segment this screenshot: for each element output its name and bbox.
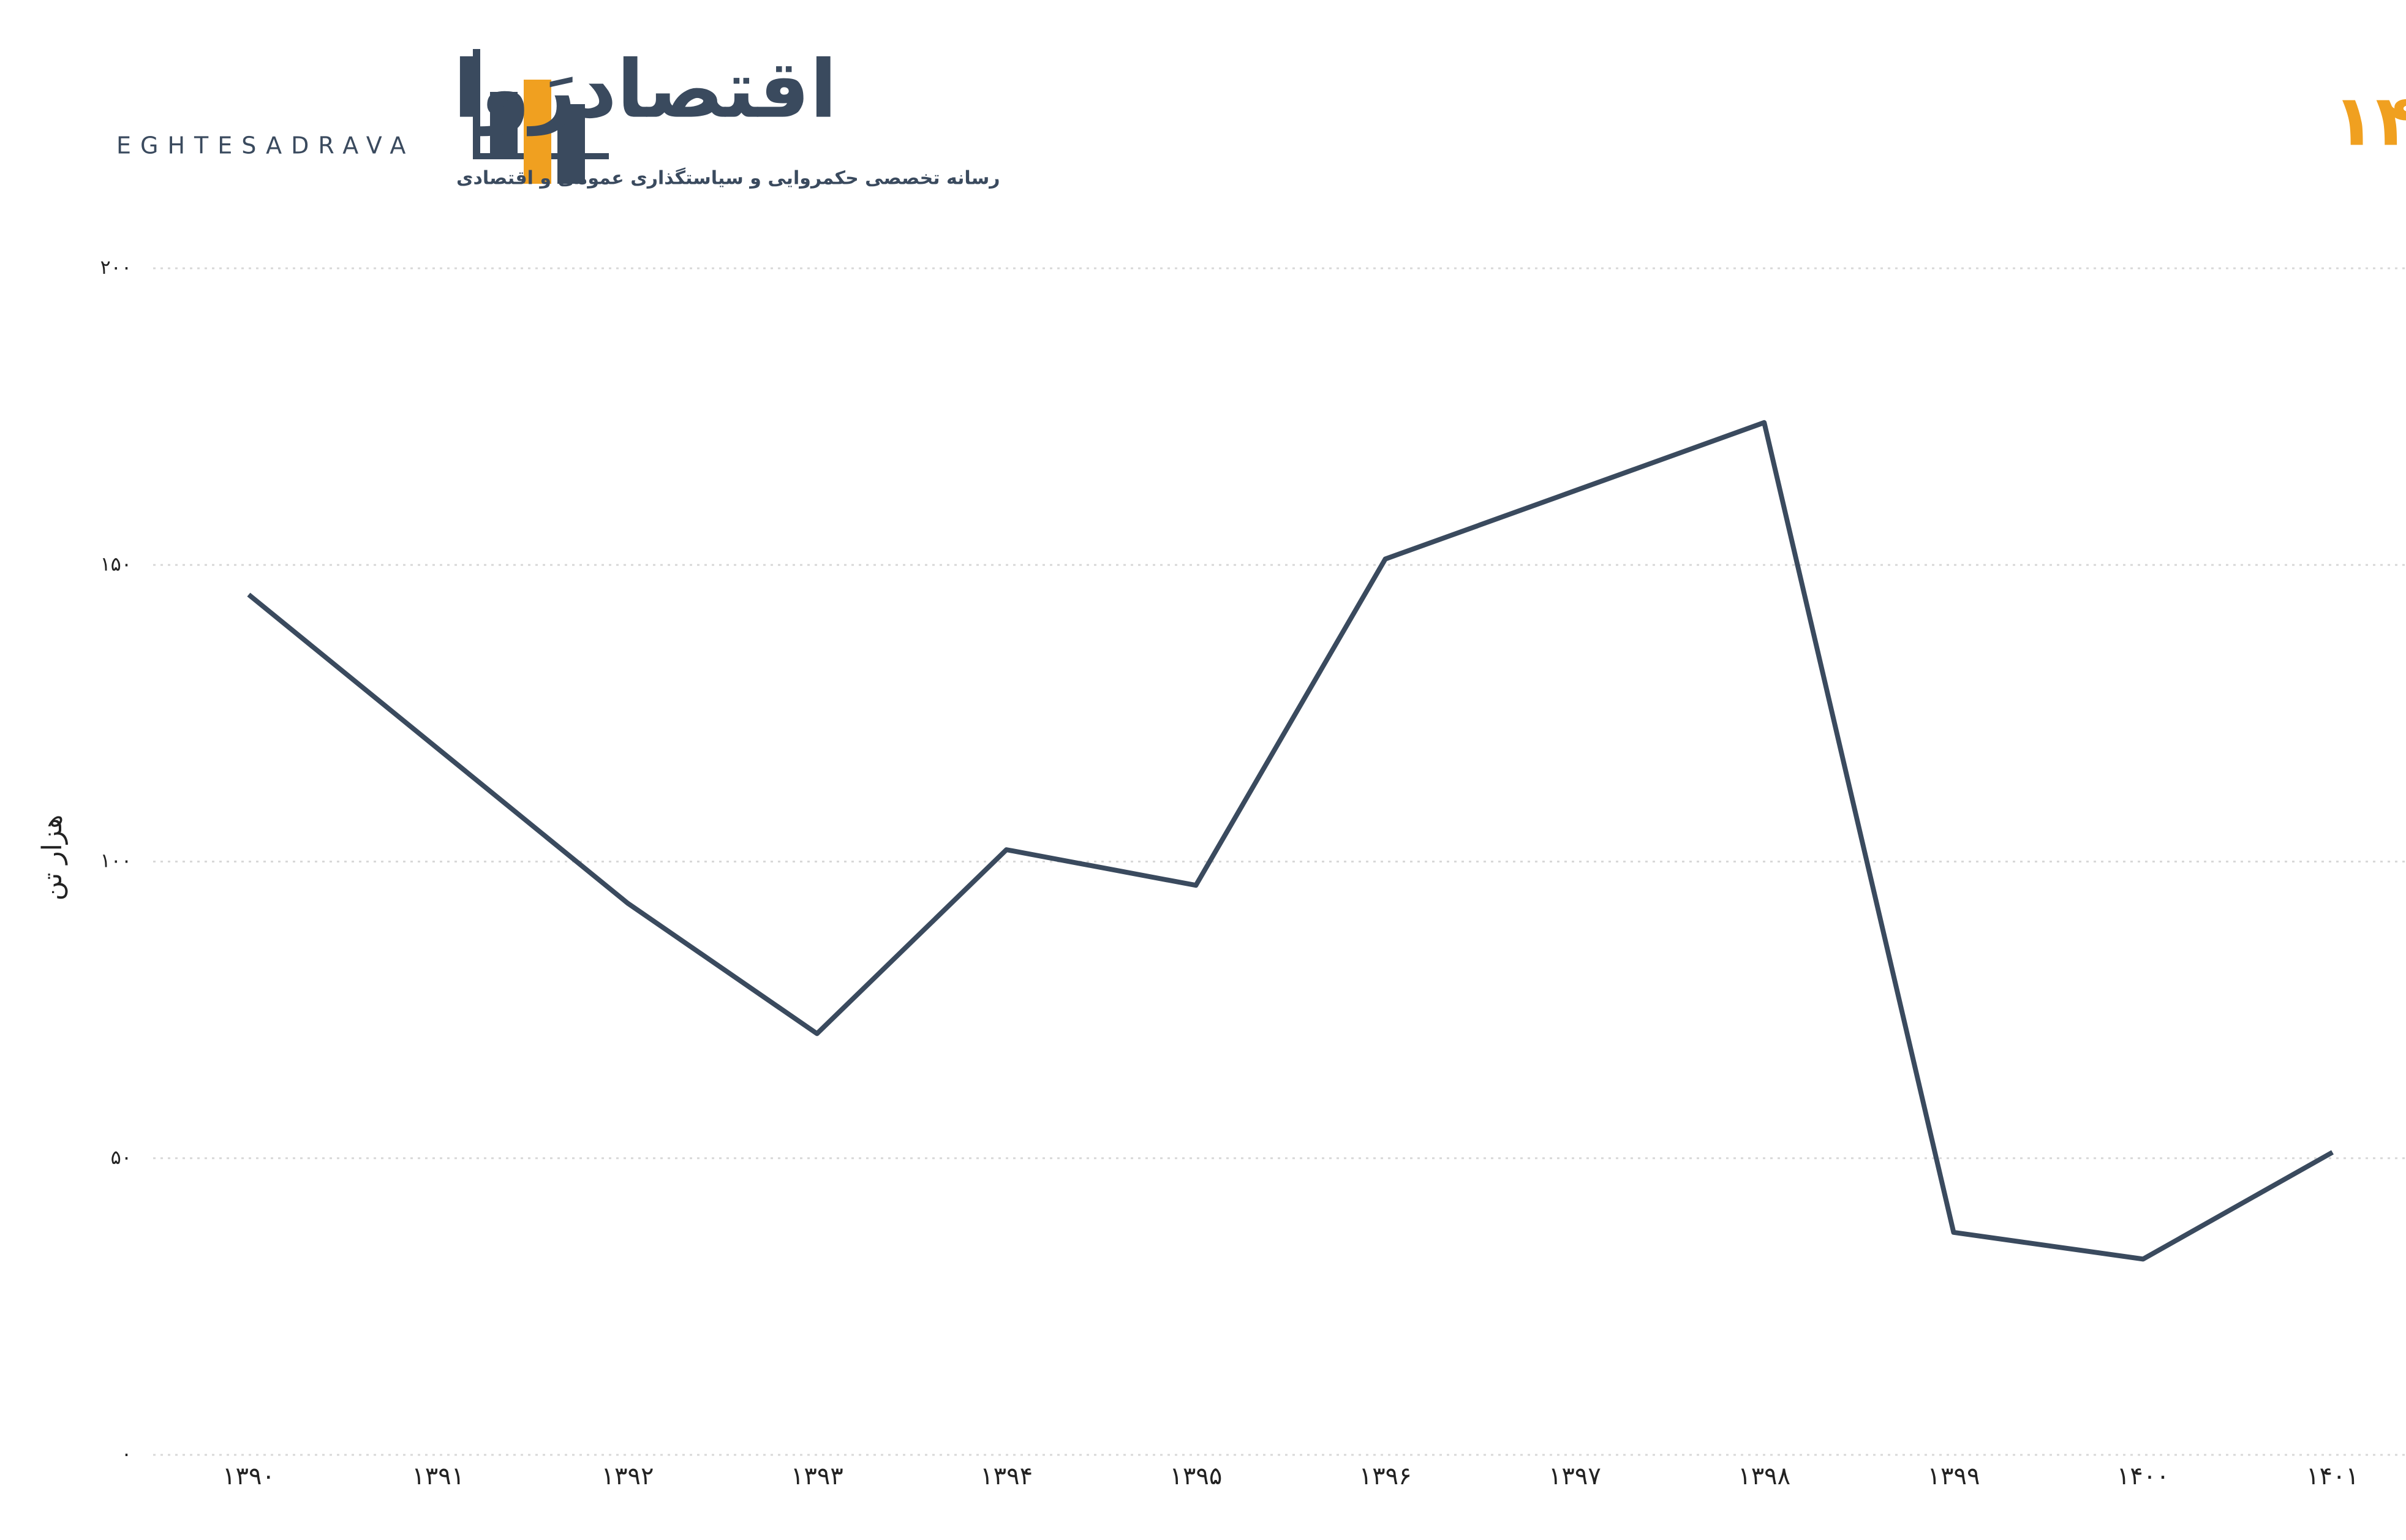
data-line	[247, 420, 2334, 1262]
x-tick-label: ۱۳۹۵	[1169, 1462, 1222, 1490]
y-axis-label: هزار تن	[37, 815, 68, 901]
logo-name: اقتصادرَوا	[453, 43, 837, 137]
x-tick-label: ۱۳۹۶	[1359, 1462, 1412, 1490]
logo-bar	[524, 80, 551, 184]
logo-latin: EGHTESADRAVA	[116, 132, 415, 159]
x-tick-label: ۱۳۹۱	[412, 1462, 464, 1490]
x-tick-label: ۱۳۹۹	[1927, 1462, 1980, 1490]
x-tick-label: ۱۳۹۰	[222, 1462, 275, 1490]
x-tick-label: ۱۳۹۴	[980, 1462, 1033, 1490]
logo-bar	[557, 104, 585, 184]
logo-tagline: رسانه تخصصی حکمروایی و سیاستگذاری عمومی …	[456, 167, 1000, 189]
y-tick-label: ۵۰	[111, 1146, 132, 1169]
y-tick-label: ۱۵۰	[100, 552, 132, 575]
y-tick-label: ۰	[121, 1442, 132, 1465]
y-tick-label: ۲۰۰	[100, 255, 132, 279]
logo-bar	[490, 92, 518, 159]
x-tick-label: ۱۳۹۳	[791, 1462, 843, 1490]
x-tick-label: ۱۳۹۲	[602, 1462, 654, 1490]
logo: اقتصادرَوا EGHTESADRAVA رسانه تخصصی حکمر…	[116, 43, 1000, 189]
x-tick-label: ۱۳۹۷	[1548, 1462, 1601, 1490]
x-tick-label: ۱۴۰۰	[2117, 1462, 2170, 1490]
x-tick-label: ۱۴۰۱	[2306, 1462, 2359, 1490]
chart-title: واردات گوشت قرمز از سال ۱۳۹۰ تا ۱۴۰۱	[2332, 80, 2406, 163]
y-tick-label: ۱۰۰	[100, 849, 132, 872]
logo-bar	[473, 49, 480, 159]
x-tick-label: ۱۳۹۸	[1738, 1462, 1790, 1490]
